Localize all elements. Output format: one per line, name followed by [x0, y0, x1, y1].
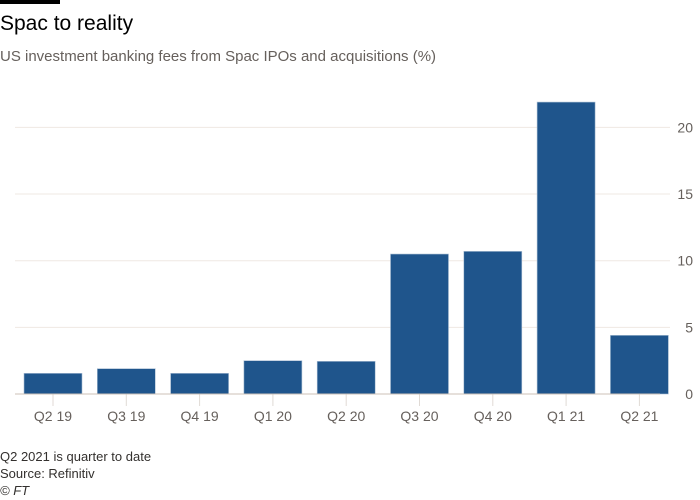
x-tick-label: Q2 21 — [620, 408, 658, 424]
ft-top-bar — [0, 0, 60, 4]
x-tick-label: Q3 19 — [107, 408, 145, 424]
ft-credit: © FT — [0, 483, 30, 498]
y-tick-label: 15 — [677, 186, 693, 202]
chart-subtitle: US investment banking fees from Spac IPO… — [0, 48, 437, 65]
footnote: Q2 2021 is quarter to date — [0, 449, 152, 464]
x-tick-label: Q2 19 — [34, 408, 72, 424]
chart-title: Spac to reality — [0, 12, 134, 35]
x-tick-label: Q2 20 — [327, 408, 365, 424]
y-tick-label: 20 — [677, 119, 693, 135]
bar-q2-19 — [23, 373, 83, 395]
x-tick-label: Q1 21 — [547, 408, 585, 424]
source: Source: Refinitiv — [0, 466, 95, 481]
bar-q2-20 — [316, 361, 376, 395]
bar-q1-21 — [536, 101, 596, 395]
bar-q4-19 — [170, 373, 229, 395]
x-tick-label: Q4 20 — [474, 408, 512, 424]
x-tick-label: Q1 20 — [254, 408, 292, 424]
bar-q3-20 — [390, 253, 449, 395]
bar-q3-19 — [97, 368, 156, 395]
y-tick-label: 5 — [685, 319, 693, 335]
x-tick-label: Q3 20 — [400, 408, 438, 424]
bar-q2-21 — [610, 335, 669, 395]
bar-q1-20 — [243, 360, 303, 395]
bar-q4-20 — [463, 251, 523, 395]
y-tick-label: 0 — [685, 386, 693, 402]
y-tick-label: 10 — [677, 253, 693, 269]
x-tick-label: Q4 19 — [181, 408, 219, 424]
